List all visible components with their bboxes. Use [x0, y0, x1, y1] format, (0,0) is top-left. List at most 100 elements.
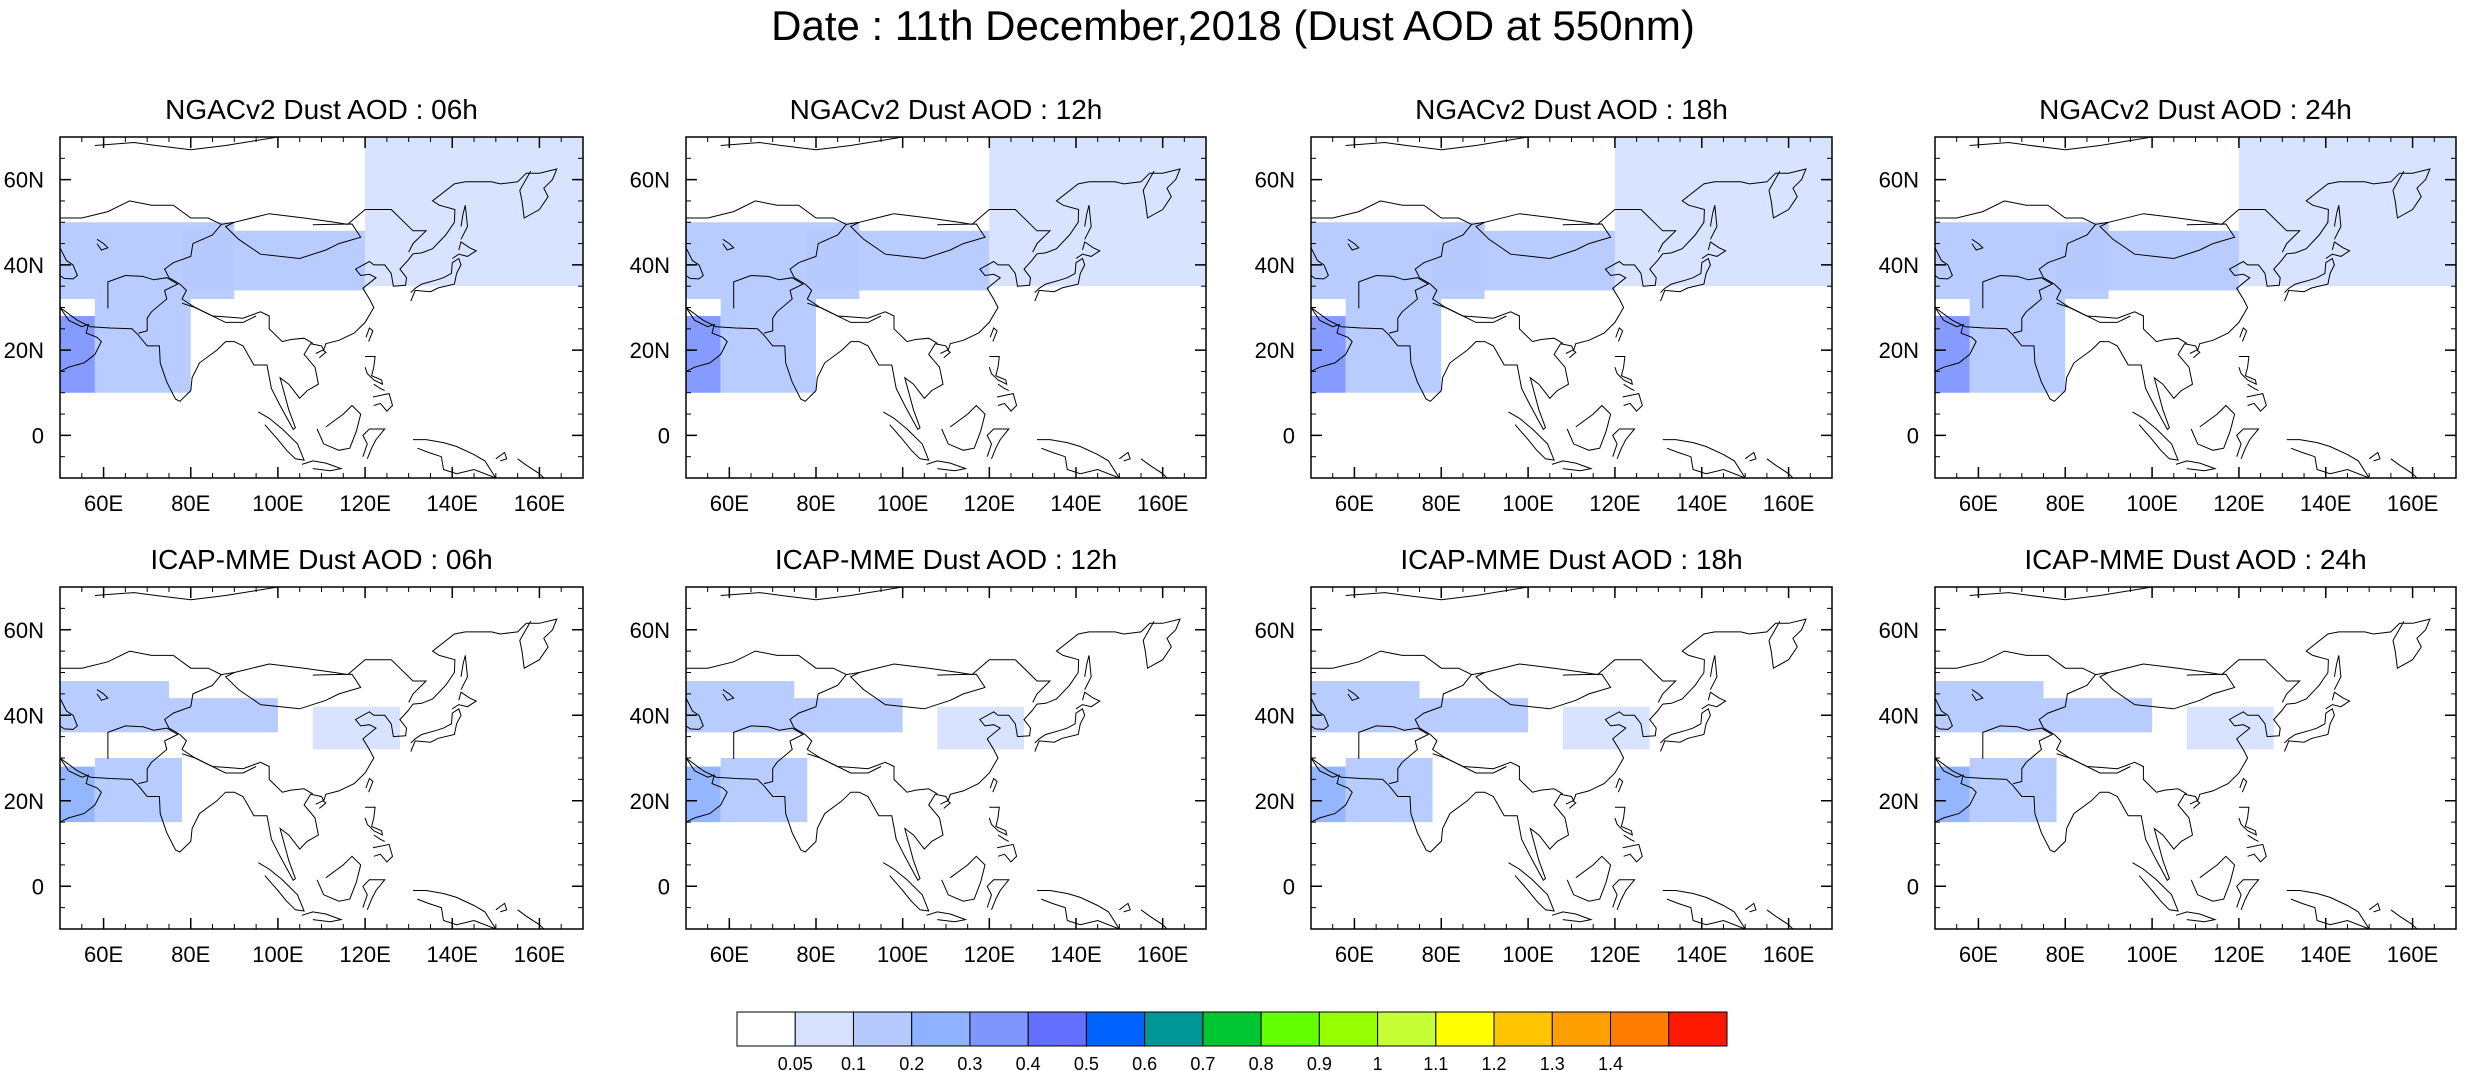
coastline: [60, 757, 103, 823]
lon-tick-label: 160E: [1137, 491, 1188, 516]
coastline: [60, 200, 428, 253]
coastline: [517, 458, 545, 478]
dust-region: [1935, 766, 1970, 823]
colorbar-label: 0.05: [778, 1054, 813, 1071]
lon-tick-label: 120E: [339, 491, 390, 516]
coastline: [2175, 911, 2217, 923]
coastline: [107, 274, 179, 334]
coastline: [2175, 460, 2217, 472]
lon-tick-label: 80E: [1422, 942, 1461, 967]
coastline: [1345, 587, 1572, 601]
lat-tick-label: 0: [658, 423, 670, 448]
coastline: [1034, 257, 1086, 302]
lon-tick-label: 80E: [1422, 491, 1461, 516]
coastline: [686, 200, 1052, 253]
coastline: [364, 806, 384, 836]
panel-title: NGACv2 Dust AOD : 24h: [2039, 94, 2352, 125]
dust-region: [60, 681, 169, 733]
lon-tick-label: 80E: [171, 491, 210, 516]
lon-tick-label: 60E: [1335, 491, 1374, 516]
coastline: [2189, 349, 2201, 359]
dust-region: [1562, 706, 1650, 750]
lon-tick-label: 80E: [796, 942, 835, 967]
coastline: [1612, 428, 1636, 459]
coastline: [1935, 650, 2301, 703]
coastline: [1311, 757, 1353, 823]
coastline: [1982, 725, 2054, 785]
coastline: [1935, 618, 2431, 882]
coastline: [1508, 862, 1555, 912]
lon-tick-label: 60E: [710, 942, 749, 967]
coastline: [1075, 241, 1101, 259]
lat-tick-label: 40N: [1879, 253, 1919, 278]
coastline: [997, 834, 1010, 842]
lat-tick-label: 60N: [630, 618, 670, 643]
lon-tick-label: 100E: [2126, 491, 2177, 516]
coastline: [1614, 806, 1633, 836]
coastline: [1508, 411, 1555, 461]
dust-region: [94, 758, 183, 823]
coastline: [2284, 708, 2335, 752]
colorbar-swatch: [852, 1011, 913, 1047]
lat-tick-label: 0: [32, 874, 44, 899]
lon-tick-label: 160E: [2387, 491, 2438, 516]
coastline: [1614, 356, 1634, 386]
lon-tick-label: 120E: [339, 942, 390, 967]
colorbar-label: 1.2: [1482, 1054, 1507, 1071]
coastlines: [1935, 137, 2431, 478]
lat-tick-label: 40N: [1255, 253, 1295, 278]
dust-region: [2186, 706, 2274, 750]
coastline: [60, 168, 558, 431]
coastline: [316, 855, 362, 902]
dust-region: [1935, 316, 1970, 393]
coastline: [364, 356, 384, 386]
coastline: [1935, 247, 1954, 280]
coastline: [373, 834, 385, 842]
coastline: [1551, 911, 1593, 923]
coastline: [1565, 800, 1577, 809]
coastline: [997, 383, 1010, 392]
coastline: [882, 411, 930, 461]
coastline: [60, 247, 79, 280]
colorbar-swatch: [1027, 1011, 1087, 1047]
colorbar-label: 0.1: [841, 1054, 866, 1071]
lat-tick-label: 20N: [1879, 338, 1919, 363]
lon-tick-label: 60E: [84, 942, 123, 967]
coastline: [1662, 890, 1746, 929]
lon-tick-label: 80E: [796, 491, 835, 516]
coastline: [1140, 909, 1168, 929]
dust-region: [2043, 698, 2153, 733]
coastlines: [60, 587, 558, 929]
dust-region: [60, 316, 95, 393]
lat-tick-label: 0: [1907, 423, 1919, 448]
coastline: [258, 411, 305, 461]
lat-tick-label: 0: [1907, 874, 1919, 899]
lat-tick-label: 60N: [1879, 168, 1919, 193]
lat-tick-label: 60N: [1255, 618, 1295, 643]
coastline: [410, 257, 462, 302]
dust-region: [720, 298, 816, 393]
colorbar-swatch: [1551, 1011, 1612, 1047]
coastline: [2236, 428, 2260, 459]
panel-title: ICAP-MME Dust AOD : 06h: [150, 544, 492, 575]
coastline: [722, 689, 735, 701]
colorbar: 0.05 0.1 0.2 0.3 0.4 0.5 0.6 0.7 0.8 0.9 1 1.1 1.2 1.…: [736, 1011, 1728, 1071]
coastline: [2286, 890, 2370, 929]
panel-title: ICAP-MME Dust AOD : 12h: [775, 544, 1117, 575]
coastline: [2238, 806, 2257, 836]
colorbar-label: 1.3: [1540, 1054, 1565, 1071]
coastline: [989, 327, 998, 342]
coastline: [1140, 458, 1168, 478]
coastline: [1615, 777, 1624, 793]
coastlines: [686, 137, 1181, 478]
map-panel: NGACv2 Dust AOD : 24h 60E 80E 100E 120E 140E 1…: [1879, 94, 2457, 516]
map-panel: ICAP-MME Dust AOD : 24h 60E 80E 100E 120E 140…: [1879, 544, 2457, 967]
dust-region: [1935, 681, 2044, 733]
lon-tick-label: 60E: [1959, 942, 1998, 967]
coastline: [1709, 205, 1718, 240]
coastline: [452, 241, 478, 259]
dust-region: [182, 230, 366, 291]
lat-tick-label: 20N: [1255, 338, 1295, 363]
coastline: [1311, 697, 1330, 730]
